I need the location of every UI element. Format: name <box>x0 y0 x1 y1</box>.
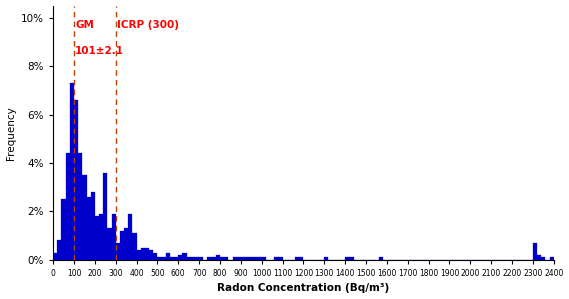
Bar <box>86 197 90 260</box>
Bar <box>253 257 258 260</box>
Bar <box>241 257 245 260</box>
Bar <box>137 250 141 260</box>
Bar <box>112 214 116 260</box>
Bar <box>349 257 353 260</box>
Bar <box>233 257 237 260</box>
Bar <box>345 257 349 260</box>
Text: ICRP (300): ICRP (300) <box>117 20 179 30</box>
Bar <box>141 248 145 260</box>
Bar <box>183 253 187 260</box>
Bar <box>149 250 153 260</box>
Bar <box>78 153 83 260</box>
Bar <box>550 257 554 260</box>
Bar <box>220 257 224 260</box>
Bar <box>162 257 166 260</box>
Bar <box>95 216 99 260</box>
Bar <box>61 199 65 260</box>
Bar <box>262 257 266 260</box>
Bar <box>249 257 253 260</box>
Bar <box>145 248 149 260</box>
Text: GM: GM <box>75 20 94 30</box>
Bar <box>124 228 128 260</box>
Bar <box>199 257 203 260</box>
Bar <box>83 175 86 260</box>
Bar <box>174 257 178 260</box>
Bar <box>224 257 228 260</box>
Bar <box>65 153 70 260</box>
Bar <box>128 214 133 260</box>
Bar <box>237 257 241 260</box>
Bar <box>212 257 216 260</box>
Bar <box>191 257 195 260</box>
Bar <box>166 253 170 260</box>
Text: 101±2.1: 101±2.1 <box>75 46 124 57</box>
Bar <box>195 257 199 260</box>
Bar <box>57 240 61 260</box>
Bar <box>278 257 283 260</box>
Bar <box>378 257 383 260</box>
Bar <box>74 100 78 260</box>
Bar <box>133 233 137 260</box>
Bar <box>541 257 546 260</box>
Bar <box>116 243 120 260</box>
Bar <box>245 257 249 260</box>
Bar <box>295 257 299 260</box>
Bar <box>324 257 328 260</box>
Bar <box>153 253 158 260</box>
Bar <box>103 173 108 260</box>
Bar <box>70 83 74 260</box>
Bar <box>99 214 103 260</box>
Y-axis label: Frequency: Frequency <box>6 106 15 160</box>
Bar <box>90 192 95 260</box>
Bar <box>537 255 541 260</box>
Bar <box>158 257 162 260</box>
Bar <box>178 255 183 260</box>
Bar <box>120 231 124 260</box>
Bar <box>208 257 212 260</box>
Bar <box>53 253 57 260</box>
Bar <box>170 257 174 260</box>
Bar <box>274 257 278 260</box>
Bar <box>299 257 303 260</box>
Bar <box>533 243 537 260</box>
Bar <box>216 255 220 260</box>
Bar <box>258 257 262 260</box>
X-axis label: Radon Concentration (Bq/m³): Radon Concentration (Bq/m³) <box>217 283 390 293</box>
Bar <box>108 228 112 260</box>
Bar <box>187 257 191 260</box>
